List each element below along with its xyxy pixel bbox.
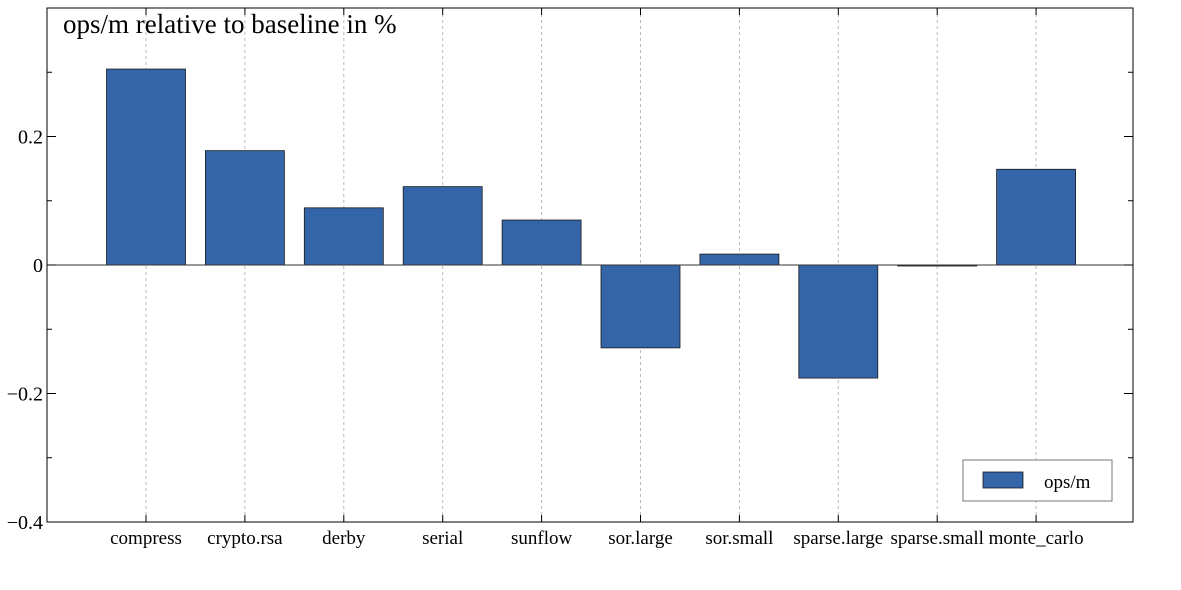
legend: ops/m [962,459,1113,502]
axis-ticks [47,7,1133,523]
x-tick-label-sparse.large: sparse.large [793,528,883,549]
bar-sparse.large [798,264,879,379]
bar-compress [106,68,186,266]
y-tick-labels: −0.4 −0.2 0 0.2 [7,127,43,535]
x-tick-label-derby: derby [322,528,366,549]
x-tick-label-sunflow: sunflow [511,528,573,549]
bar-sunflow [501,219,582,266]
x-tick-label-compress: compress [110,528,182,549]
x-tick-label-sor.small: sor.small [705,528,773,549]
x-tick-label-serial: serial [422,528,463,549]
bar-sor.small [699,253,780,266]
bar-serial [402,186,483,266]
x-tick-label-monte_carlo: monte_carlo [989,528,1084,549]
x-tick-label-sparse.small: sparse.small [890,528,983,549]
y-tick-label: −0.4 [7,512,43,534]
x-tick-label-sor.large: sor.large [608,528,673,549]
x-tick-label-crypto.rsa: crypto.rsa [207,528,283,549]
grid-lines [145,8,1037,522]
chart-title: ops/m relative to baseline in % [63,9,397,39]
bar-crypto.rsa [204,150,285,266]
legend-swatch [982,471,1024,489]
bar-sor.large [600,264,681,349]
bars [106,68,1076,379]
y-tick-label: −0.2 [7,384,43,406]
y-tick-label: 0.2 [18,127,43,149]
bar-monte_carlo [996,168,1076,266]
y-tick-label: 0 [33,255,43,277]
bar-derby [303,207,384,266]
x-tick-labels: compress crypto.rsa derby serial sunflow sor.… [110,528,1083,549]
legend-label: ops/m [1044,472,1091,493]
